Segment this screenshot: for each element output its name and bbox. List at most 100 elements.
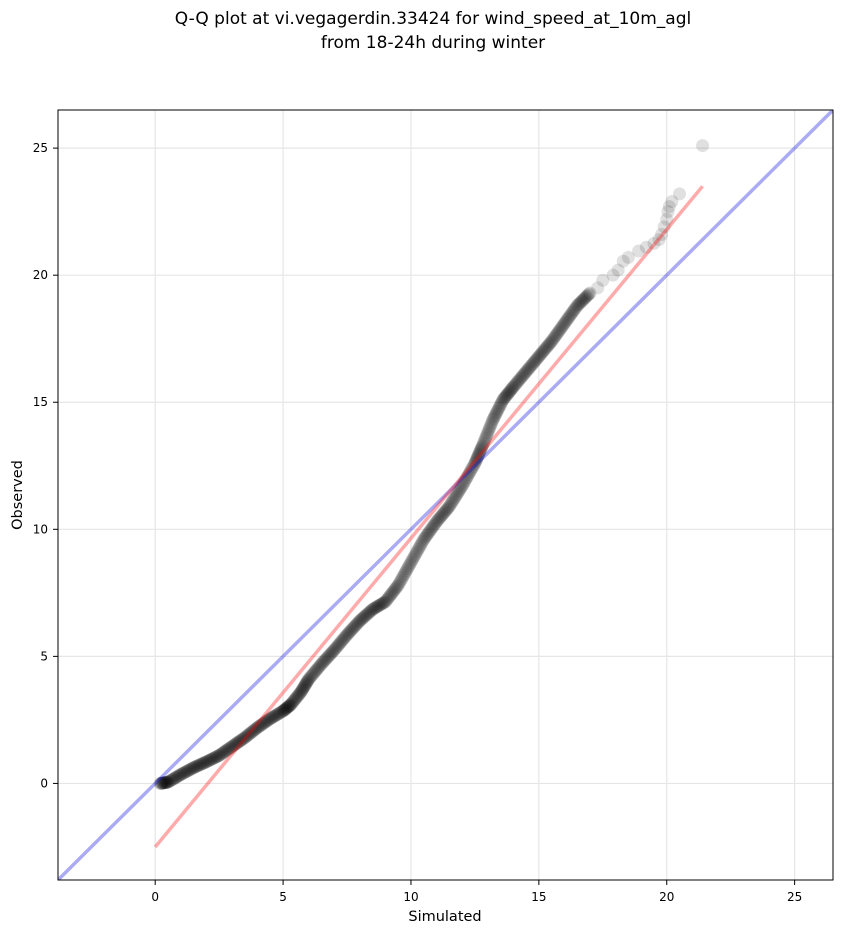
data-point <box>182 763 196 777</box>
data-point <box>392 577 406 591</box>
data-point <box>248 723 262 737</box>
data-point <box>543 336 557 350</box>
data-point <box>275 705 289 719</box>
data-point <box>369 600 383 614</box>
data-point <box>479 431 493 445</box>
data-point <box>444 497 458 511</box>
data-point <box>290 689 304 703</box>
data-point <box>221 742 235 756</box>
data-point <box>375 597 389 611</box>
data-point <box>415 536 429 550</box>
data-point <box>513 372 527 386</box>
data-point <box>382 590 396 604</box>
data-point <box>239 730 253 744</box>
data-point <box>272 706 286 720</box>
data-point <box>249 722 263 736</box>
data-point <box>490 404 504 418</box>
data-point <box>358 609 372 623</box>
data-point <box>208 751 222 765</box>
data-point <box>432 511 446 525</box>
data-point <box>295 683 309 697</box>
data-point <box>377 595 391 609</box>
data-point <box>217 745 231 759</box>
data-point <box>211 749 225 763</box>
data-point <box>436 507 450 521</box>
data-point <box>575 294 589 308</box>
data-point <box>387 584 401 598</box>
data-point <box>403 557 417 571</box>
data-point <box>534 347 548 361</box>
data-point <box>542 338 556 352</box>
data-point <box>174 768 188 782</box>
plot-frame <box>57 109 834 881</box>
data-point <box>639 240 653 254</box>
data-point <box>498 391 512 405</box>
data-point <box>283 698 297 712</box>
data-point <box>509 377 523 391</box>
data-point <box>254 718 268 732</box>
data-point <box>179 765 193 779</box>
data-point <box>303 670 317 684</box>
data-point <box>502 385 516 399</box>
data-point <box>504 383 518 397</box>
data-point <box>564 308 578 322</box>
data-point <box>165 773 179 787</box>
data-point <box>445 495 459 509</box>
data-point <box>214 747 228 761</box>
data-point <box>500 387 514 401</box>
data-point <box>567 304 581 318</box>
data-point <box>156 776 170 790</box>
data-point <box>167 771 181 785</box>
data-point <box>541 339 555 353</box>
data-point <box>535 346 549 360</box>
data-point <box>404 555 418 569</box>
data-point <box>193 758 207 772</box>
data-point <box>307 666 321 680</box>
data-point <box>505 382 519 396</box>
data-point <box>370 600 384 614</box>
x-tick-label: 20 <box>659 890 674 904</box>
data-point <box>201 754 215 768</box>
data-point <box>333 636 347 650</box>
data-point <box>160 775 174 789</box>
data-point <box>459 473 473 487</box>
data-point <box>412 541 426 555</box>
data-point <box>327 643 341 657</box>
data-point <box>506 381 520 395</box>
data-point <box>277 704 291 718</box>
data-point <box>175 767 189 781</box>
data-point <box>206 752 220 766</box>
data-point <box>297 680 311 694</box>
data-point <box>384 588 398 602</box>
data-point <box>433 510 447 524</box>
data-point <box>187 760 201 774</box>
data-point <box>499 389 513 403</box>
data-point <box>199 755 213 769</box>
data-point <box>265 711 279 725</box>
data-point <box>300 675 314 689</box>
data-point <box>533 348 547 362</box>
data-point <box>530 352 544 366</box>
data-point <box>510 376 524 390</box>
data-point <box>501 386 515 400</box>
data-point <box>177 766 191 780</box>
data-point <box>232 735 246 749</box>
data-point <box>655 228 669 242</box>
data-point <box>293 686 307 700</box>
data-point <box>632 244 646 258</box>
data-point <box>497 392 511 406</box>
data-point <box>261 713 275 727</box>
data-point <box>397 568 411 582</box>
data-point <box>285 696 299 710</box>
data-point <box>538 342 552 356</box>
data-point <box>282 699 296 713</box>
data-point <box>557 318 571 332</box>
data-point <box>360 607 374 621</box>
data-point <box>423 524 437 538</box>
data-point <box>446 494 460 508</box>
data-point <box>263 712 277 726</box>
data-point <box>463 464 477 478</box>
data-point <box>495 394 509 408</box>
data-point <box>468 456 482 470</box>
